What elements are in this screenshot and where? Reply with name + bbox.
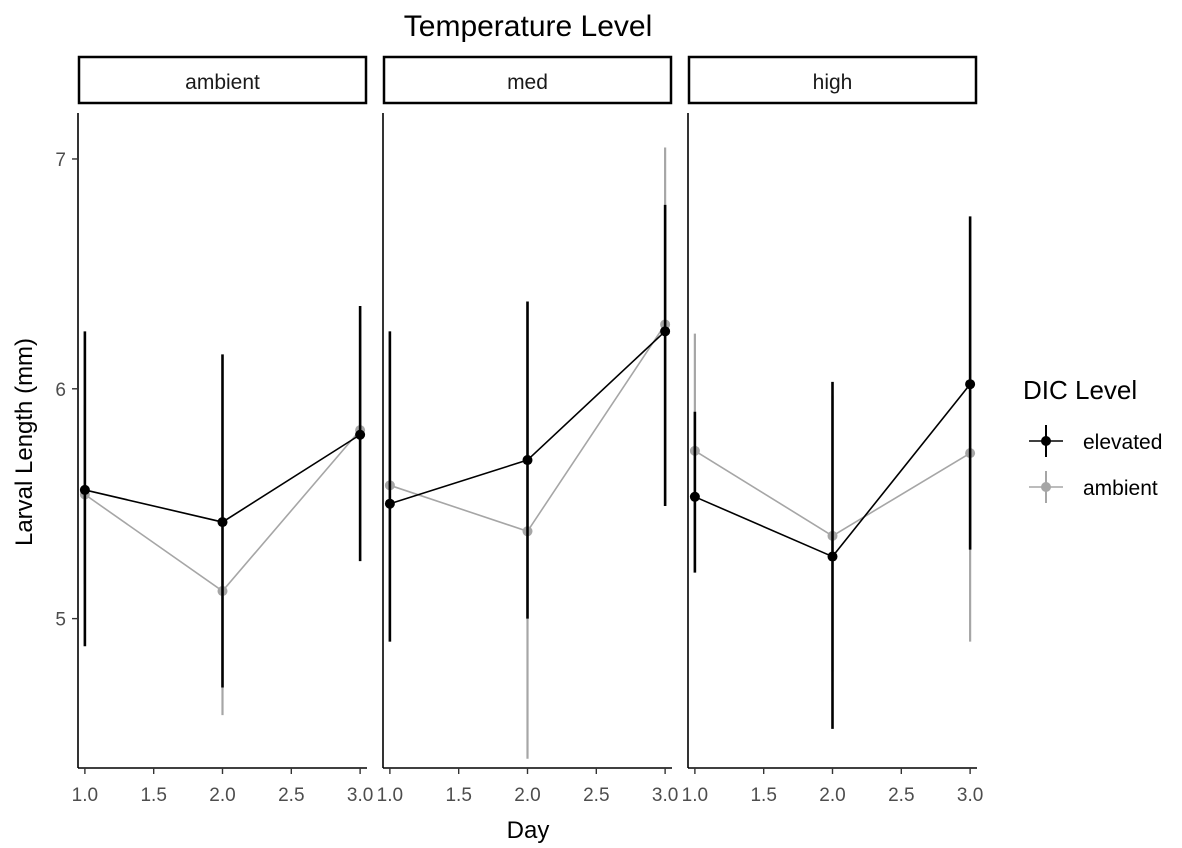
data-point (827, 551, 838, 562)
legend-item-elevated: elevated (1029, 425, 1162, 457)
data-point (384, 498, 395, 509)
x-tick-label: 1.5 (140, 785, 166, 806)
legend-label: ambient (1083, 477, 1158, 500)
data-point (522, 455, 533, 466)
series-elevated-med (384, 204, 671, 642)
x-tick-label: 2.0 (819, 785, 845, 806)
series-elevated-ambient (79, 306, 366, 688)
legend-item-ambient: ambient (1029, 471, 1158, 503)
chart-title: Temperature Level (404, 10, 652, 43)
x-axis-title: Day (507, 817, 550, 844)
data-point (689, 491, 700, 502)
x-tick-label: 2.5 (278, 785, 304, 806)
strip-ambient (77, 55, 368, 105)
strip-label-med: med (507, 71, 548, 94)
panel-med: med 1.0 1.5 2.0 2.5 3.0 (377, 55, 678, 806)
legend-label: elevated (1083, 431, 1162, 454)
x-tick-label: 3.0 (957, 785, 983, 806)
panel-ambient: ambient 1.0 1.5 2.0 2.5 3.0 5 6 7 (55, 55, 373, 806)
data-point (660, 326, 671, 337)
data-point (79, 484, 90, 495)
strip-label-ambient: ambient (185, 71, 260, 94)
x-tick-label: 2.5 (583, 785, 609, 806)
data-point (217, 517, 228, 528)
x-tick-label: 1.0 (682, 785, 708, 806)
strip-label-high: high (813, 71, 853, 94)
strip-high (687, 55, 978, 105)
legend-title: DIC Level (1023, 375, 1137, 405)
y-tick-label: 7 (55, 150, 66, 171)
y-tick-label: 5 (55, 610, 66, 631)
series-elevated-high (689, 216, 976, 729)
x-tick-label: 1.0 (72, 785, 98, 806)
legend-key-point (1041, 482, 1051, 492)
x-tick-label: 3.0 (347, 785, 373, 806)
data-point (355, 429, 366, 440)
y-axis-title: Larval Length (mm) (11, 338, 38, 546)
x-tick-label: 2.5 (888, 785, 914, 806)
legend-key-point (1041, 436, 1051, 446)
y-tick-label: 6 (55, 380, 66, 401)
strip-med (382, 55, 673, 105)
data-point (965, 379, 976, 390)
x-tick-label: 3.0 (652, 785, 678, 806)
panel-high: high 1.0 1.5 2.0 2.5 3.0 (682, 55, 983, 806)
x-tick-label: 1.0 (377, 785, 403, 806)
x-tick-label: 2.0 (209, 785, 235, 806)
x-tick-label: 2.0 (514, 785, 540, 806)
legend: DIC Level elevated ambient (1023, 375, 1162, 503)
x-tick-label: 1.5 (750, 785, 776, 806)
x-tick-label: 1.5 (445, 785, 471, 806)
facet-panels: ambient 1.0 1.5 2.0 2.5 3.0 5 6 7 med 1.0 1.5 2.0 2.5… (55, 55, 983, 806)
